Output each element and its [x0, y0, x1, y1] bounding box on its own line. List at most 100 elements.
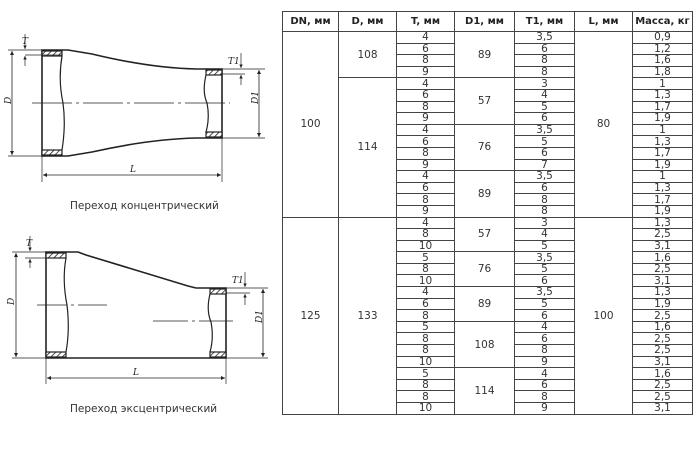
- mass-cell: 3,1: [632, 239, 693, 253]
- mass-cell: 1,9: [632, 112, 693, 125]
- t1-cell: 4: [514, 367, 575, 380]
- t-cell: 6: [396, 88, 455, 102]
- column-header: T, мм: [396, 11, 455, 32]
- table-row: 10 9 3,1: [283, 355, 693, 369]
- d-cell: 108: [338, 30, 397, 79]
- t-cell: 9: [396, 112, 455, 125]
- d1-cell: 57: [454, 77, 515, 125]
- table-header-row: DN, мм D, мм T, мм D1, мм T1, мм L, мм Масса, …: [282, 11, 693, 32]
- t-cell: 8: [396, 228, 455, 241]
- mass-cell: 1,3: [632, 135, 693, 148]
- label-d1: D1: [251, 91, 261, 105]
- t-cell: 4: [396, 123, 455, 137]
- t1-cell: 3,5: [514, 251, 575, 264]
- mass-cell: 2,5: [632, 262, 693, 276]
- table-row: 8 8 1,7: [283, 193, 693, 206]
- label-l: L: [132, 368, 139, 378]
- mass-cell: 1,3: [632, 216, 693, 230]
- t1-cell: 3,5: [514, 286, 575, 299]
- table-row: 4 89 3,5 1: [283, 170, 693, 218]
- table-row: 8 8 2,5: [283, 344, 693, 357]
- t1-cell: 6: [514, 146, 575, 160]
- mass-cell: 2,5: [632, 390, 693, 403]
- mass-cell: 1,9: [632, 204, 693, 218]
- column-header: L, мм: [574, 11, 633, 32]
- table-row: 6 5 1,3: [283, 135, 693, 148]
- t1-cell: 7: [514, 158, 575, 172]
- d-cell: 114: [338, 77, 397, 218]
- t1-cell: 5: [514, 100, 575, 114]
- table-row: 6 6 1,3: [283, 181, 693, 195]
- label-t: T: [22, 37, 29, 47]
- table-row: 8 6 1,7: [283, 146, 693, 160]
- mass-cell: 3,1: [632, 355, 693, 369]
- t-cell: 8: [396, 332, 455, 346]
- t-cell: 9: [396, 204, 455, 218]
- mass-cell: 2,5: [632, 378, 693, 392]
- mass-cell: 1,9: [632, 297, 693, 311]
- label-d1: D1: [255, 310, 265, 324]
- t1-cell: 4: [514, 228, 575, 241]
- dn-cell: 100: [282, 31, 339, 218]
- d1-cell: 89: [454, 30, 515, 79]
- mass-cell: 2,5: [632, 332, 693, 346]
- t1-cell: 6: [514, 274, 575, 288]
- t1-cell: 6: [514, 309, 575, 322]
- t1-cell: 6: [514, 332, 575, 346]
- table-row: 8 8 1,6: [283, 54, 693, 67]
- column-header: T1, мм: [514, 11, 575, 32]
- table-row: 9 8 1,8: [283, 65, 693, 79]
- t-cell: 5: [396, 251, 455, 264]
- table-row: 10 9 3,1: [283, 402, 693, 415]
- mass-cell: 1: [632, 123, 693, 137]
- t1-cell: 3,5: [514, 123, 575, 137]
- d1-cell: 89: [454, 170, 515, 218]
- column-header: DN, мм: [282, 11, 339, 32]
- t1-cell: 9: [514, 402, 575, 415]
- table-row: 8 8 2,5: [283, 390, 693, 403]
- t-cell: 8: [396, 344, 455, 357]
- t1-cell: 9: [514, 355, 575, 369]
- mass-cell: 1,6: [632, 367, 693, 380]
- t1-cell: 3,5: [514, 170, 575, 183]
- table-row: 10 5 3,1: [283, 239, 693, 253]
- mass-cell: 1,7: [632, 146, 693, 160]
- mass-cell: 2,5: [632, 344, 693, 357]
- mass-cell: 1,7: [632, 100, 693, 114]
- t1-cell: 5: [514, 262, 575, 276]
- label-t1: T1: [232, 276, 244, 286]
- t-cell: 8: [396, 100, 455, 114]
- d1-cell: 57: [454, 216, 515, 253]
- mass-cell: 1,9: [632, 158, 693, 172]
- t1-cell: 8: [514, 193, 575, 206]
- concentric-caption: Переход концентрический: [70, 200, 219, 212]
- d1-cell: 89: [454, 286, 515, 322]
- table-row: 5 76 3,5 1,6: [283, 251, 693, 288]
- t1-cell: 8: [514, 344, 575, 357]
- t-cell: 8: [396, 390, 455, 403]
- t1-cell: 6: [514, 181, 575, 195]
- mass-cell: 1,6: [632, 54, 693, 67]
- d-cell: 133: [338, 216, 397, 415]
- t-cell: 4: [396, 170, 455, 183]
- d1-cell: 108: [454, 320, 515, 369]
- t1-cell: 3,5: [514, 31, 575, 44]
- t1-cell: 3: [514, 77, 575, 90]
- t-cell: 4: [396, 31, 455, 44]
- l-cell: 80: [574, 31, 633, 218]
- l-cell: 100: [574, 216, 633, 415]
- mass-cell: 1: [632, 77, 693, 90]
- t-cell: 4: [396, 216, 455, 230]
- mass-cell: 1,3: [632, 88, 693, 102]
- t1-cell: 4: [514, 320, 575, 334]
- t1-cell: 5: [514, 297, 575, 311]
- label-d: D: [4, 97, 14, 105]
- t1-cell: 5: [514, 239, 575, 253]
- table-row: 9 7 1,9: [283, 158, 693, 172]
- t1-cell: 8: [514, 65, 575, 79]
- t-cell: 10: [396, 355, 455, 369]
- reducer-dimensions-table: DN, мм D, мм T, мм D1, мм T1, мм L, мм Масса, …: [282, 11, 693, 415]
- t-cell: 6: [396, 42, 455, 56]
- t-cell: 8: [396, 378, 455, 392]
- dn-cell: 125: [282, 216, 339, 415]
